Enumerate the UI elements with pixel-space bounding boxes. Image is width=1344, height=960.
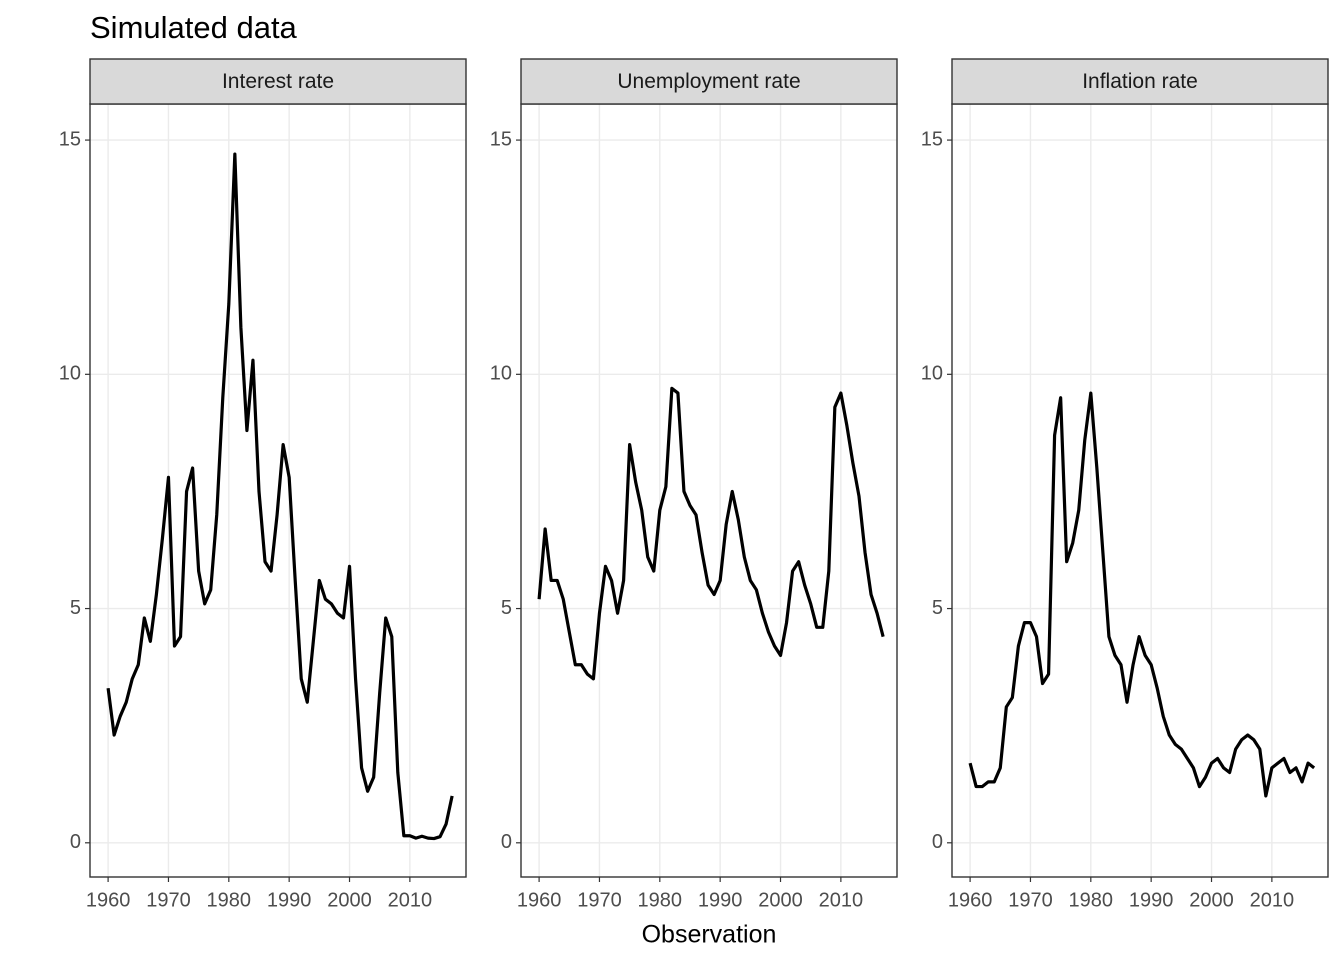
y-tick-label: 15 bbox=[59, 128, 81, 150]
strip bbox=[951, 58, 1329, 105]
panel-background bbox=[952, 104, 1328, 877]
x-tick-label: 2000 bbox=[758, 889, 803, 911]
line bbox=[106, 152, 454, 841]
strip bbox=[89, 58, 467, 105]
y-tick-label: 0 bbox=[70, 831, 81, 853]
line bbox=[537, 386, 885, 681]
strip-label: Unemployment rate bbox=[617, 70, 800, 93]
strip-label: Inflation rate bbox=[1082, 70, 1198, 93]
x-axis-label: Observation bbox=[642, 921, 777, 949]
x-tick-label: 1990 bbox=[267, 889, 312, 911]
x-tick-label: 1990 bbox=[698, 889, 743, 911]
x-tick-label: 1980 bbox=[638, 889, 683, 911]
y-tick-label: 0 bbox=[501, 831, 512, 853]
x-tick-label: 1960 bbox=[517, 889, 562, 911]
y-tick-label: 5 bbox=[501, 597, 512, 619]
x-tick-label: 1960 bbox=[948, 889, 993, 911]
x-tick-label: 1990 bbox=[1129, 889, 1174, 911]
y-tick-label: 15 bbox=[921, 128, 943, 150]
chart-title: Simulated data bbox=[90, 10, 298, 45]
x-tick-label: 2010 bbox=[819, 889, 864, 911]
x-tick-label: 2010 bbox=[388, 889, 433, 911]
x-tick-label: 1980 bbox=[207, 889, 252, 911]
strip bbox=[520, 58, 898, 105]
x-tick-label: 1970 bbox=[577, 889, 622, 911]
x-tick-label: 1970 bbox=[146, 889, 191, 911]
line bbox=[968, 391, 1316, 798]
x-tick-label: 2010 bbox=[1250, 889, 1295, 911]
strip-label: Interest rate bbox=[222, 70, 334, 93]
x-tick-label: 1960 bbox=[86, 889, 131, 911]
x-tick-label: 1970 bbox=[1008, 889, 1053, 911]
y-tick-label: 15 bbox=[490, 128, 512, 150]
y-tick-label: 5 bbox=[932, 597, 943, 619]
y-tick-label: 10 bbox=[490, 363, 512, 385]
x-tick-label: 1980 bbox=[1069, 889, 1114, 911]
y-tick-label: 10 bbox=[921, 363, 943, 385]
y-tick-label: 10 bbox=[59, 363, 81, 385]
panel-background bbox=[521, 104, 897, 877]
x-tick-label: 2000 bbox=[327, 889, 372, 911]
y-tick-label: 0 bbox=[932, 831, 943, 853]
y-tick-label: 5 bbox=[70, 597, 81, 619]
x-tick-label: 2000 bbox=[1189, 889, 1234, 911]
